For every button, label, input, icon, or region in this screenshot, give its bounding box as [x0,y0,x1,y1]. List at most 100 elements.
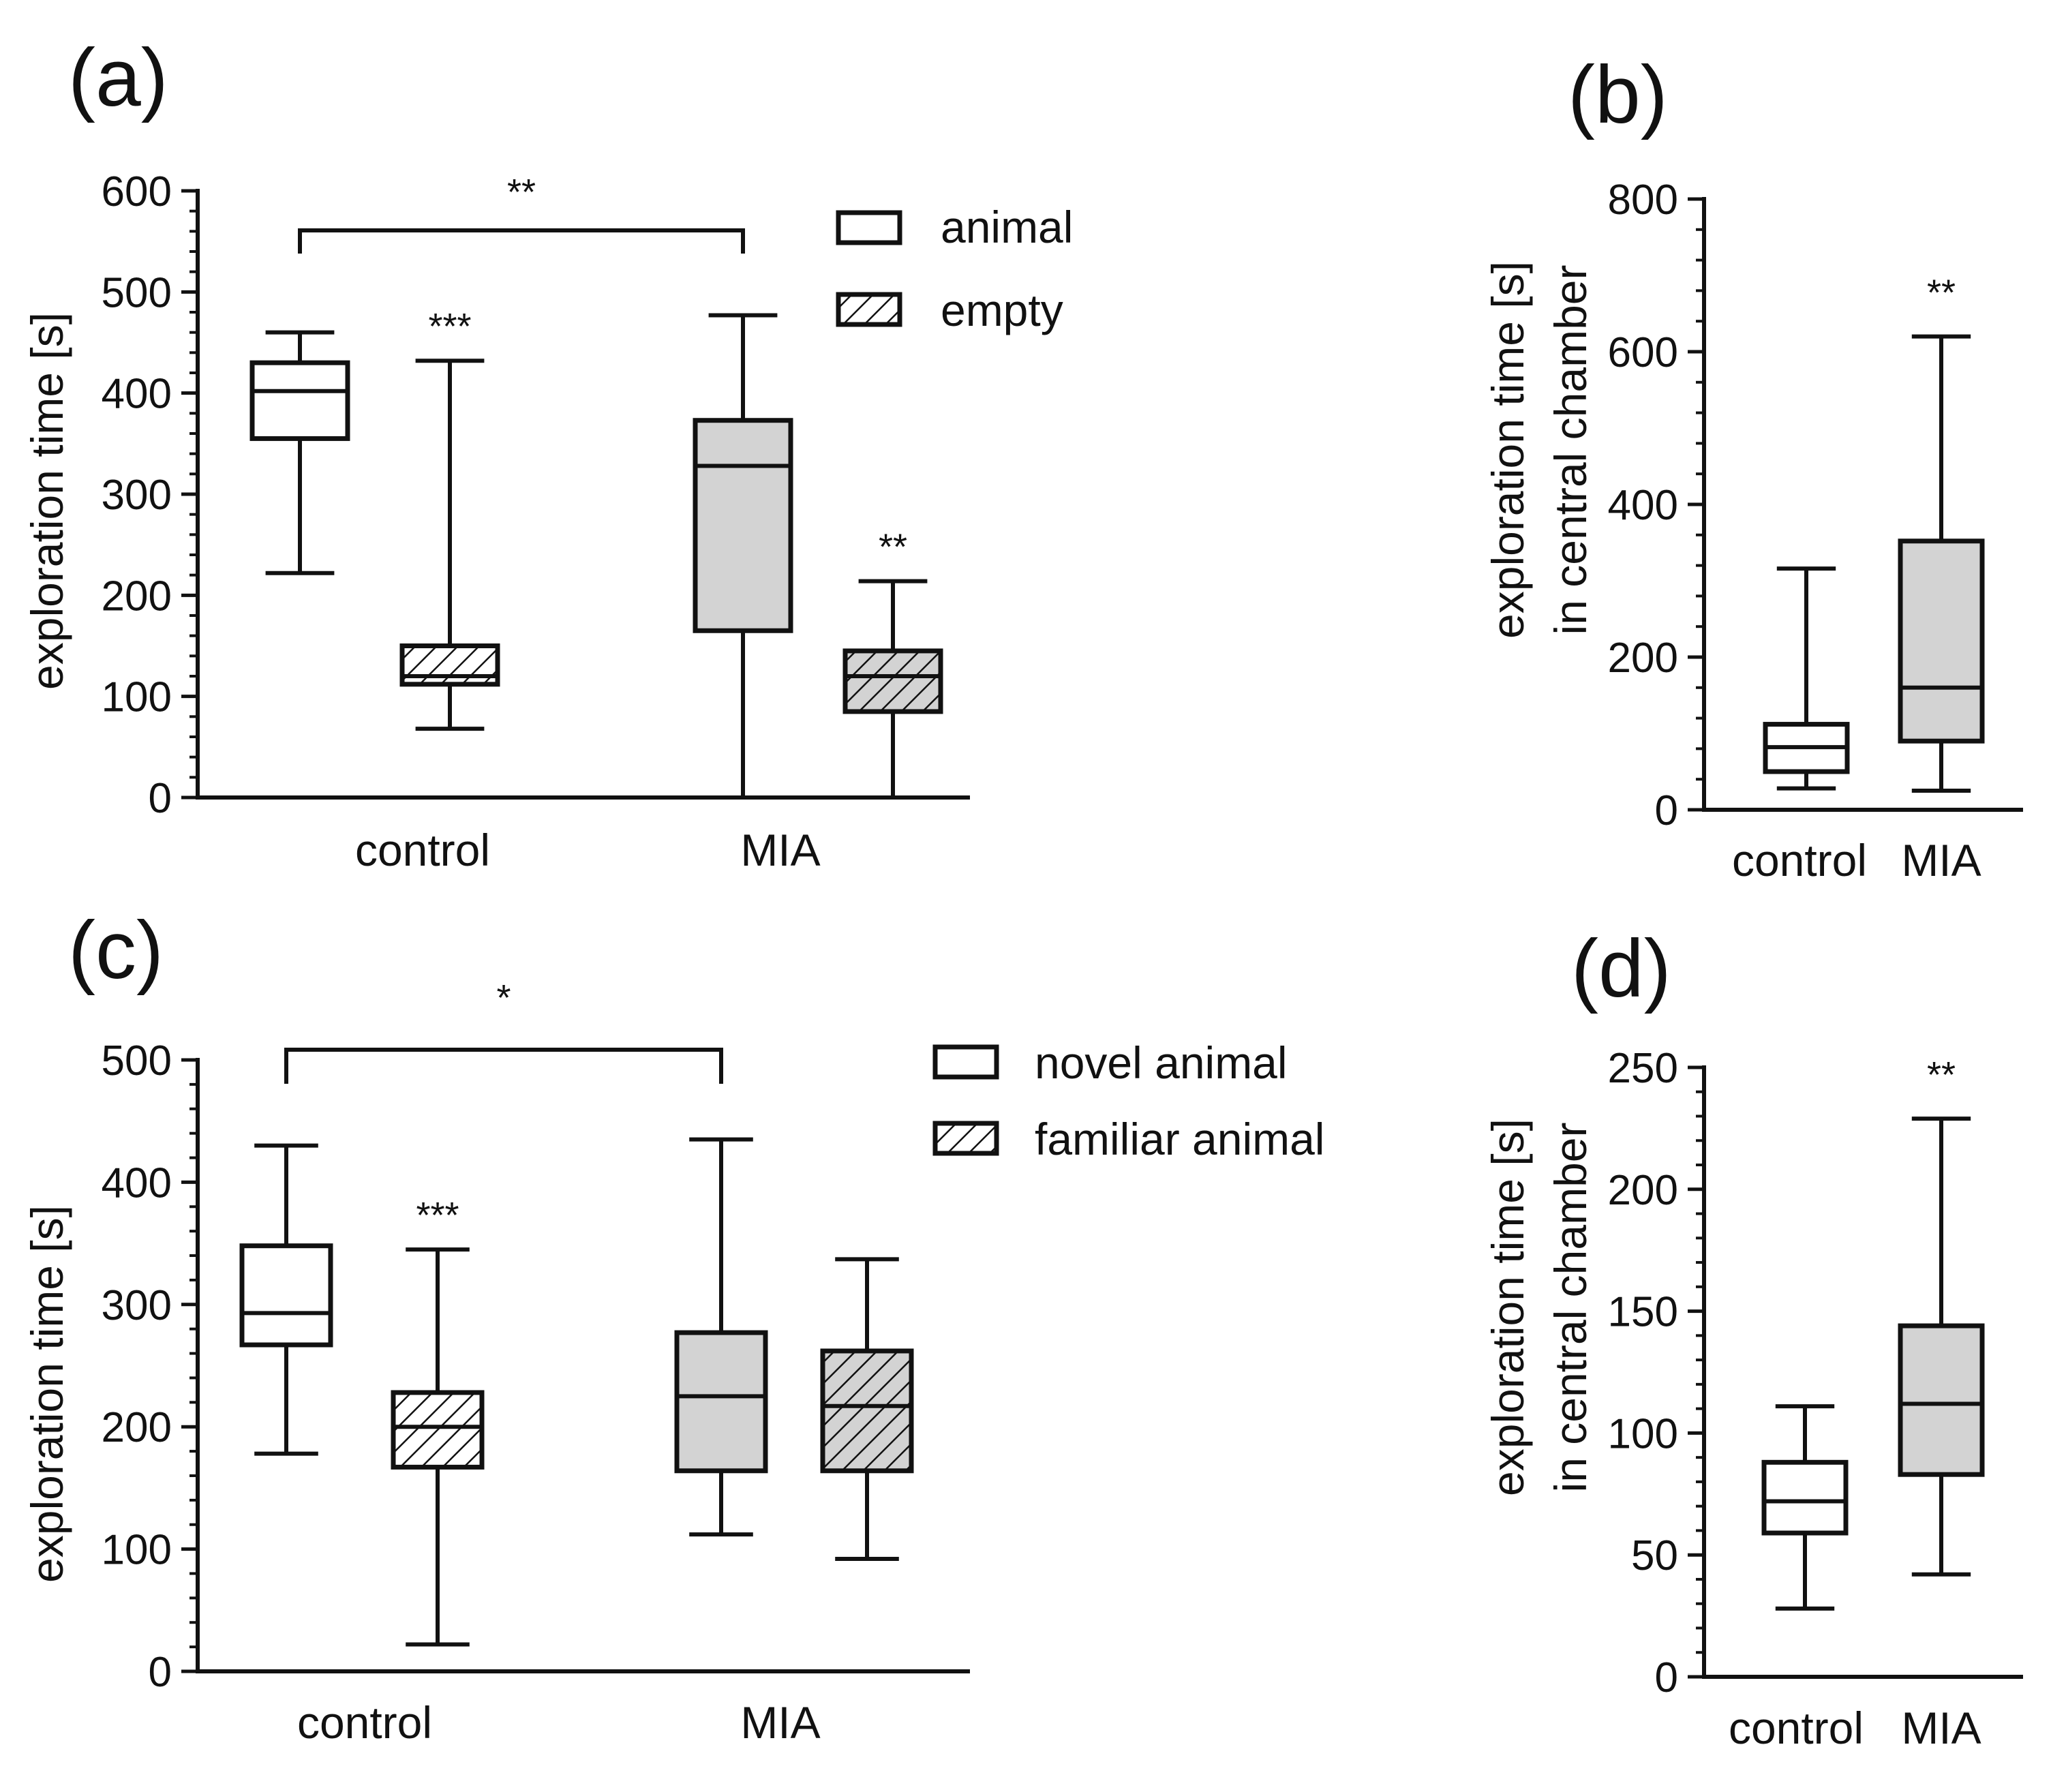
box-fill [252,363,348,439]
comparison-bracket: ** [298,172,745,254]
panel-d-category-control: control [1729,1703,1864,1753]
box-control [1761,1404,1849,1611]
panel-d: (d) exploration time [s] in central cham… [1483,923,2023,1753]
legend-empty-label: empty [941,285,1063,335]
y-tick-label: 400 [102,371,172,418]
significance-marker: ** [879,527,907,568]
panel-d-y-axis: 0 50 100 150 200 250 [1608,1045,2023,1701]
box-outline [391,1390,485,1470]
legend-empty-swatch [836,292,902,327]
legend-familiar-animal-swatch [932,1121,999,1156]
box-mia-empty: ** [842,527,943,798]
panel-c-category-control: control [297,1697,432,1748]
panel-b: (b) exploration time [s] in central cham… [1483,49,2023,885]
box-hatch [823,1350,911,1471]
comparison-bracket: * [284,977,723,1084]
y-tick-label: 0 [1655,1654,1678,1701]
box-fill [242,1245,331,1346]
box-fill [1900,541,1982,742]
panel-a-category-mia: MIA [740,825,820,875]
legend-animal-label: animal [941,202,1073,252]
panel-a: (a) exploration time [s] 0 100 200 300 400 50… [22,32,1073,875]
panel-c-label: (c) [68,905,164,996]
y-tick-label: 300 [102,472,172,519]
panel-d-label: (d) [1571,923,1671,1014]
panel-d-category-mia: MIA [1901,1703,1981,1753]
y-tick-label: 200 [102,1404,172,1451]
panel-b-ylabel-line1: exploration time [s] [1483,261,1533,639]
panel-c-boxes: **** [239,977,914,1647]
panel-b-ylabel-line2: in central chamber [1545,265,1596,635]
panel-d-boxes: ** [1761,1054,1985,1611]
panel-b-label: (b) [1568,49,1668,140]
panel-d-ylabel-line2: in central chamber [1545,1123,1596,1493]
bracket-line [298,228,745,254]
box-control-empty: *** [399,306,500,731]
y-tick-label: 150 [1608,1289,1678,1336]
panel-b-boxes: ** [1763,273,1985,793]
y-tick-label: 400 [1608,482,1678,529]
y-tick-label: 600 [102,168,172,215]
y-tick-label: 600 [1608,329,1678,376]
y-tick-label: 800 [1608,177,1678,224]
panel-c-ylabel-line1: exploration time [s] [22,1205,72,1583]
box-outline [249,360,350,441]
box-fill [1900,1326,1982,1475]
panel-a-label: (a) [68,32,168,123]
box-control-animal [249,330,350,575]
box-mia-animal [693,313,793,798]
box-mia: ** [1898,1054,1985,1577]
panel-a-ylabel: exploration time [s] [22,312,72,690]
panel-c: (c) exploration time [s] 0 100 200 300 400 50… [22,905,1324,1748]
panel-c-category-mia: MIA [740,1697,820,1748]
box-outline [239,1243,333,1348]
panel-a-y-axis: 0 100 200 300 400 500 600 [102,168,970,822]
box-control-familiar-animal: *** [391,1195,485,1647]
legend-novel-animal-swatch [932,1044,999,1080]
box-control [1763,566,1850,791]
y-tick-label: 100 [102,674,172,721]
bracket-line [284,1048,723,1084]
box-mia-familiar-animal [820,1257,914,1561]
y-tick-label: 500 [102,1037,172,1084]
significance-marker: ** [1927,1054,1956,1095]
box-fill [1764,1462,1846,1534]
legend-animal-swatch [836,210,902,245]
y-tick-label: 400 [102,1159,172,1206]
panel-b-category-control: control [1732,835,1867,885]
box-mia-novel-animal [674,1137,768,1537]
panel-b-y-axis: 0 200 400 600 800 [1608,177,2023,834]
panel-a-ylabel-line1: exploration time [s] [22,312,72,690]
y-tick-label: 100 [1608,1410,1678,1457]
panel-a-category-control: control [355,825,490,875]
bracket-significance: ** [507,172,536,213]
y-tick-label: 200 [102,573,172,620]
y-tick-label: 200 [1608,635,1678,682]
y-tick-label: 0 [149,775,172,822]
box-outline [1898,1323,1985,1477]
panel-d-ylabel: exploration time [s] in central chamber [1483,1119,1596,1496]
y-tick-label: 500 [102,269,172,316]
y-tick-label: 250 [1608,1045,1678,1092]
box-outline [842,648,943,714]
panel-c-y-axis: 0 100 200 300 400 500 [102,1037,970,1696]
box-outline [693,418,793,633]
box-outline [674,1330,768,1474]
significance-marker: *** [416,1195,459,1236]
box-hatch [402,646,498,684]
box-outline [399,643,500,687]
legend-novel-animal-label: novel animal [1035,1037,1288,1088]
panel-c-legend: novel animal [932,1037,1288,1088]
y-tick-label: 300 [102,1282,172,1329]
box-outline [1898,538,1985,744]
significance-marker: ** [1927,273,1956,314]
box-outline [1761,1459,1849,1536]
box-hatch [845,650,941,712]
y-tick-label: 50 [1631,1532,1678,1579]
box-outline [820,1348,914,1474]
panel-a-legend: animal empty [836,202,1073,335]
box-control-novel-animal [239,1143,333,1456]
panel-b-category-mia: MIA [1901,835,1981,885]
box-hatch [393,1392,482,1468]
